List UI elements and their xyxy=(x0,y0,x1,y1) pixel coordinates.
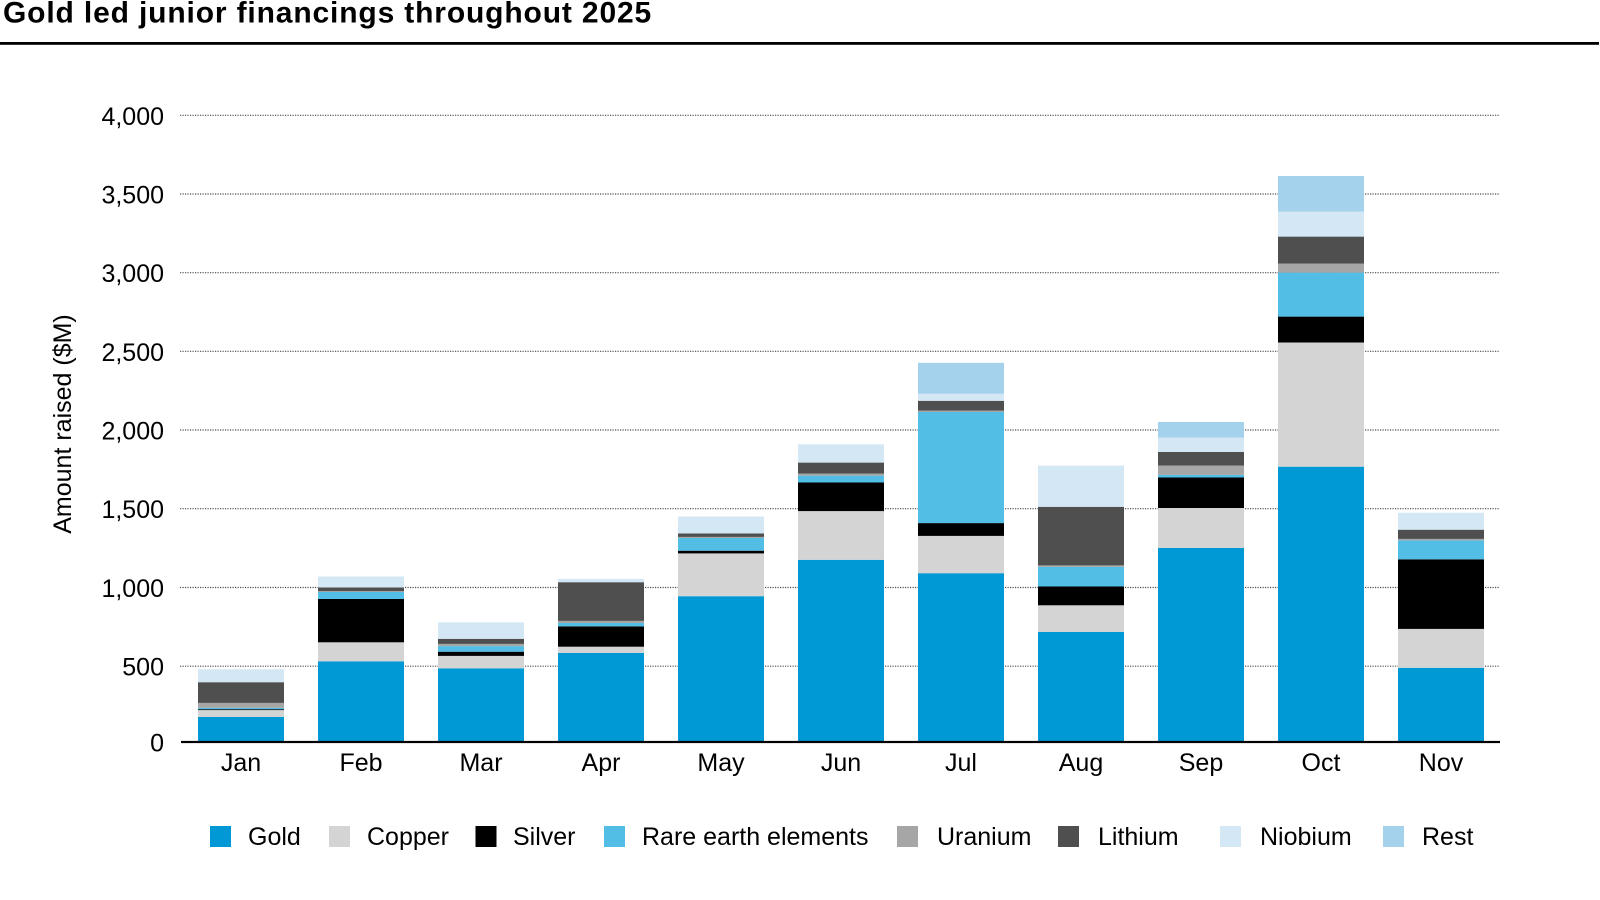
svg-text:Sep: Sep xyxy=(1179,749,1223,777)
svg-text:2,000: 2,000 xyxy=(101,418,164,446)
svg-text:Gold: Gold xyxy=(248,823,301,851)
svg-text:Amount raised ($M): Amount raised ($M) xyxy=(49,314,77,534)
svg-text:Oct: Oct xyxy=(1302,749,1341,777)
svg-text:Apr: Apr xyxy=(582,749,621,777)
svg-text:1,000: 1,000 xyxy=(101,575,164,603)
svg-text:Silver: Silver xyxy=(513,823,576,851)
svg-text:Gold led junior financings thr: Gold led junior financings throughout 20… xyxy=(3,0,652,30)
svg-text:May: May xyxy=(697,749,745,777)
svg-text:Jun: Jun xyxy=(821,749,861,777)
svg-text:Copper: Copper xyxy=(367,823,449,851)
svg-text:Jan: Jan xyxy=(221,749,261,777)
svg-text:Aug: Aug xyxy=(1059,749,1103,777)
svg-text:Niobium: Niobium xyxy=(1260,823,1352,851)
svg-text:2,500: 2,500 xyxy=(101,339,164,367)
svg-text:Rare earth elements: Rare earth elements xyxy=(642,823,869,851)
svg-text:4,000: 4,000 xyxy=(101,103,164,131)
svg-text:Lithium: Lithium xyxy=(1098,823,1179,851)
svg-text:1,500: 1,500 xyxy=(101,496,164,524)
svg-text:Nov: Nov xyxy=(1419,749,1464,777)
svg-text:Rest: Rest xyxy=(1422,823,1473,851)
svg-text:Mar: Mar xyxy=(459,749,502,777)
svg-text:Jul: Jul xyxy=(945,749,977,777)
svg-text:3,500: 3,500 xyxy=(101,182,164,210)
svg-text:0: 0 xyxy=(150,730,164,758)
svg-text:Feb: Feb xyxy=(339,749,382,777)
svg-text:3,000: 3,000 xyxy=(101,260,164,288)
svg-text:500: 500 xyxy=(122,654,164,682)
svg-text:Uranium: Uranium xyxy=(937,823,1031,851)
